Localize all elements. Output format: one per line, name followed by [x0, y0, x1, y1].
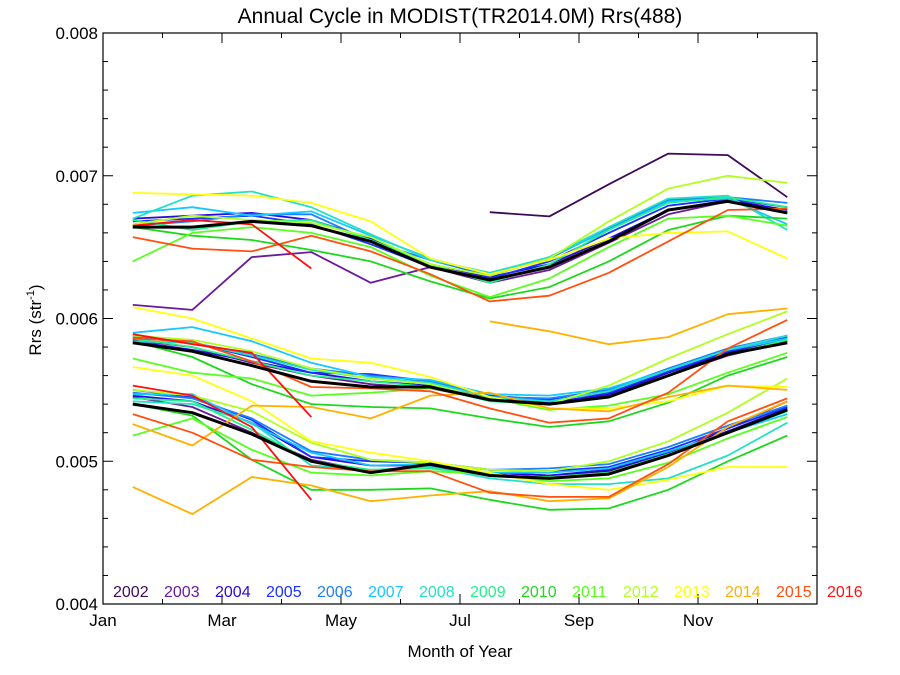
y-tick-label: 0.005	[55, 452, 98, 471]
series-line-2011-0	[132, 214, 788, 299]
x-tick-label: Jan	[89, 611, 116, 630]
legend-item-2007: 2007	[368, 584, 404, 601]
series-line-2013-0	[132, 192, 788, 276]
series-lines	[132, 152, 788, 515]
legend-item-2003: 2003	[164, 584, 200, 601]
series-line-mean-0	[132, 199, 788, 282]
series-line-2016-2	[132, 384, 312, 501]
legend-item-2015: 2015	[776, 584, 812, 601]
legend-item-2012: 2012	[623, 584, 659, 601]
series-line-2002-0	[489, 152, 788, 218]
legend-item-2009: 2009	[470, 584, 506, 601]
y-axis-label-main: Rrs (str	[26, 300, 45, 356]
series-line-2010-0	[132, 214, 788, 300]
legend-item-2004: 2004	[215, 584, 251, 601]
series-line-2009-2	[132, 397, 788, 478]
legend-item-2014: 2014	[725, 584, 761, 601]
series-line-2011-2	[132, 416, 788, 483]
x-tick-label: Jul	[449, 611, 471, 630]
series-line-2004-2	[132, 394, 788, 477]
legend-item-2010: 2010	[521, 584, 557, 601]
series-line-2014-2	[132, 400, 788, 515]
series-line-mean-1	[132, 341, 788, 406]
x-tick-label: Nov	[683, 611, 714, 630]
series-line-2014-0	[489, 307, 788, 346]
legend-item-2005: 2005	[266, 584, 302, 601]
x-tick-label: May	[325, 611, 358, 630]
series-line-mean-2	[132, 402, 788, 480]
chart-title: Annual Cycle in MODIST(TR2014.0M) Rrs(48…	[238, 5, 683, 28]
series-line-2015-1	[132, 319, 788, 424]
series-line-2008-1	[132, 334, 788, 403]
y-axis-label: Rrs (str-1)	[25, 284, 45, 355]
series-line-2013-1	[132, 306, 788, 410]
legend-item-2002: 2002	[113, 584, 149, 601]
y-tick-label: 0.006	[55, 310, 98, 329]
y-axis-label-sup: -1	[25, 290, 37, 300]
y-tick-label: 0.007	[55, 167, 98, 186]
x-tick-label: Sep	[564, 611, 594, 630]
x-axis-label: Month of Year	[408, 642, 513, 661]
x-tick-label: Mar	[207, 611, 237, 630]
series-line-2015-0	[132, 207, 788, 303]
axis-ticks: 0.004 0.005 0.006 0.007 0.008 Jan Mar May Jul Sep…	[55, 24, 817, 630]
plot-frame	[102, 32, 818, 605]
series-line-2013-2	[132, 366, 788, 491]
legend-item-2016: 2016	[827, 584, 863, 601]
legend-item-2011: 2011	[572, 584, 607, 601]
legend: 2002 2003 2004 2005 2006 2007 2008 2009 2010 2011…	[113, 584, 863, 601]
legend-item-2013: 2013	[674, 584, 710, 601]
series-line-2016-0	[132, 219, 312, 270]
legend-item-2006: 2006	[317, 584, 353, 601]
y-tick-label: 0.008	[55, 24, 98, 43]
series-line-2016-1	[132, 333, 312, 418]
series-line-2015-2	[132, 397, 788, 498]
series-line-2012-0	[132, 174, 788, 277]
y-tick-label: 0.004	[55, 595, 98, 614]
y-axis-label-close: )	[26, 284, 45, 290]
series-line-2006-0	[132, 196, 788, 277]
legend-item-2008: 2008	[419, 584, 455, 601]
